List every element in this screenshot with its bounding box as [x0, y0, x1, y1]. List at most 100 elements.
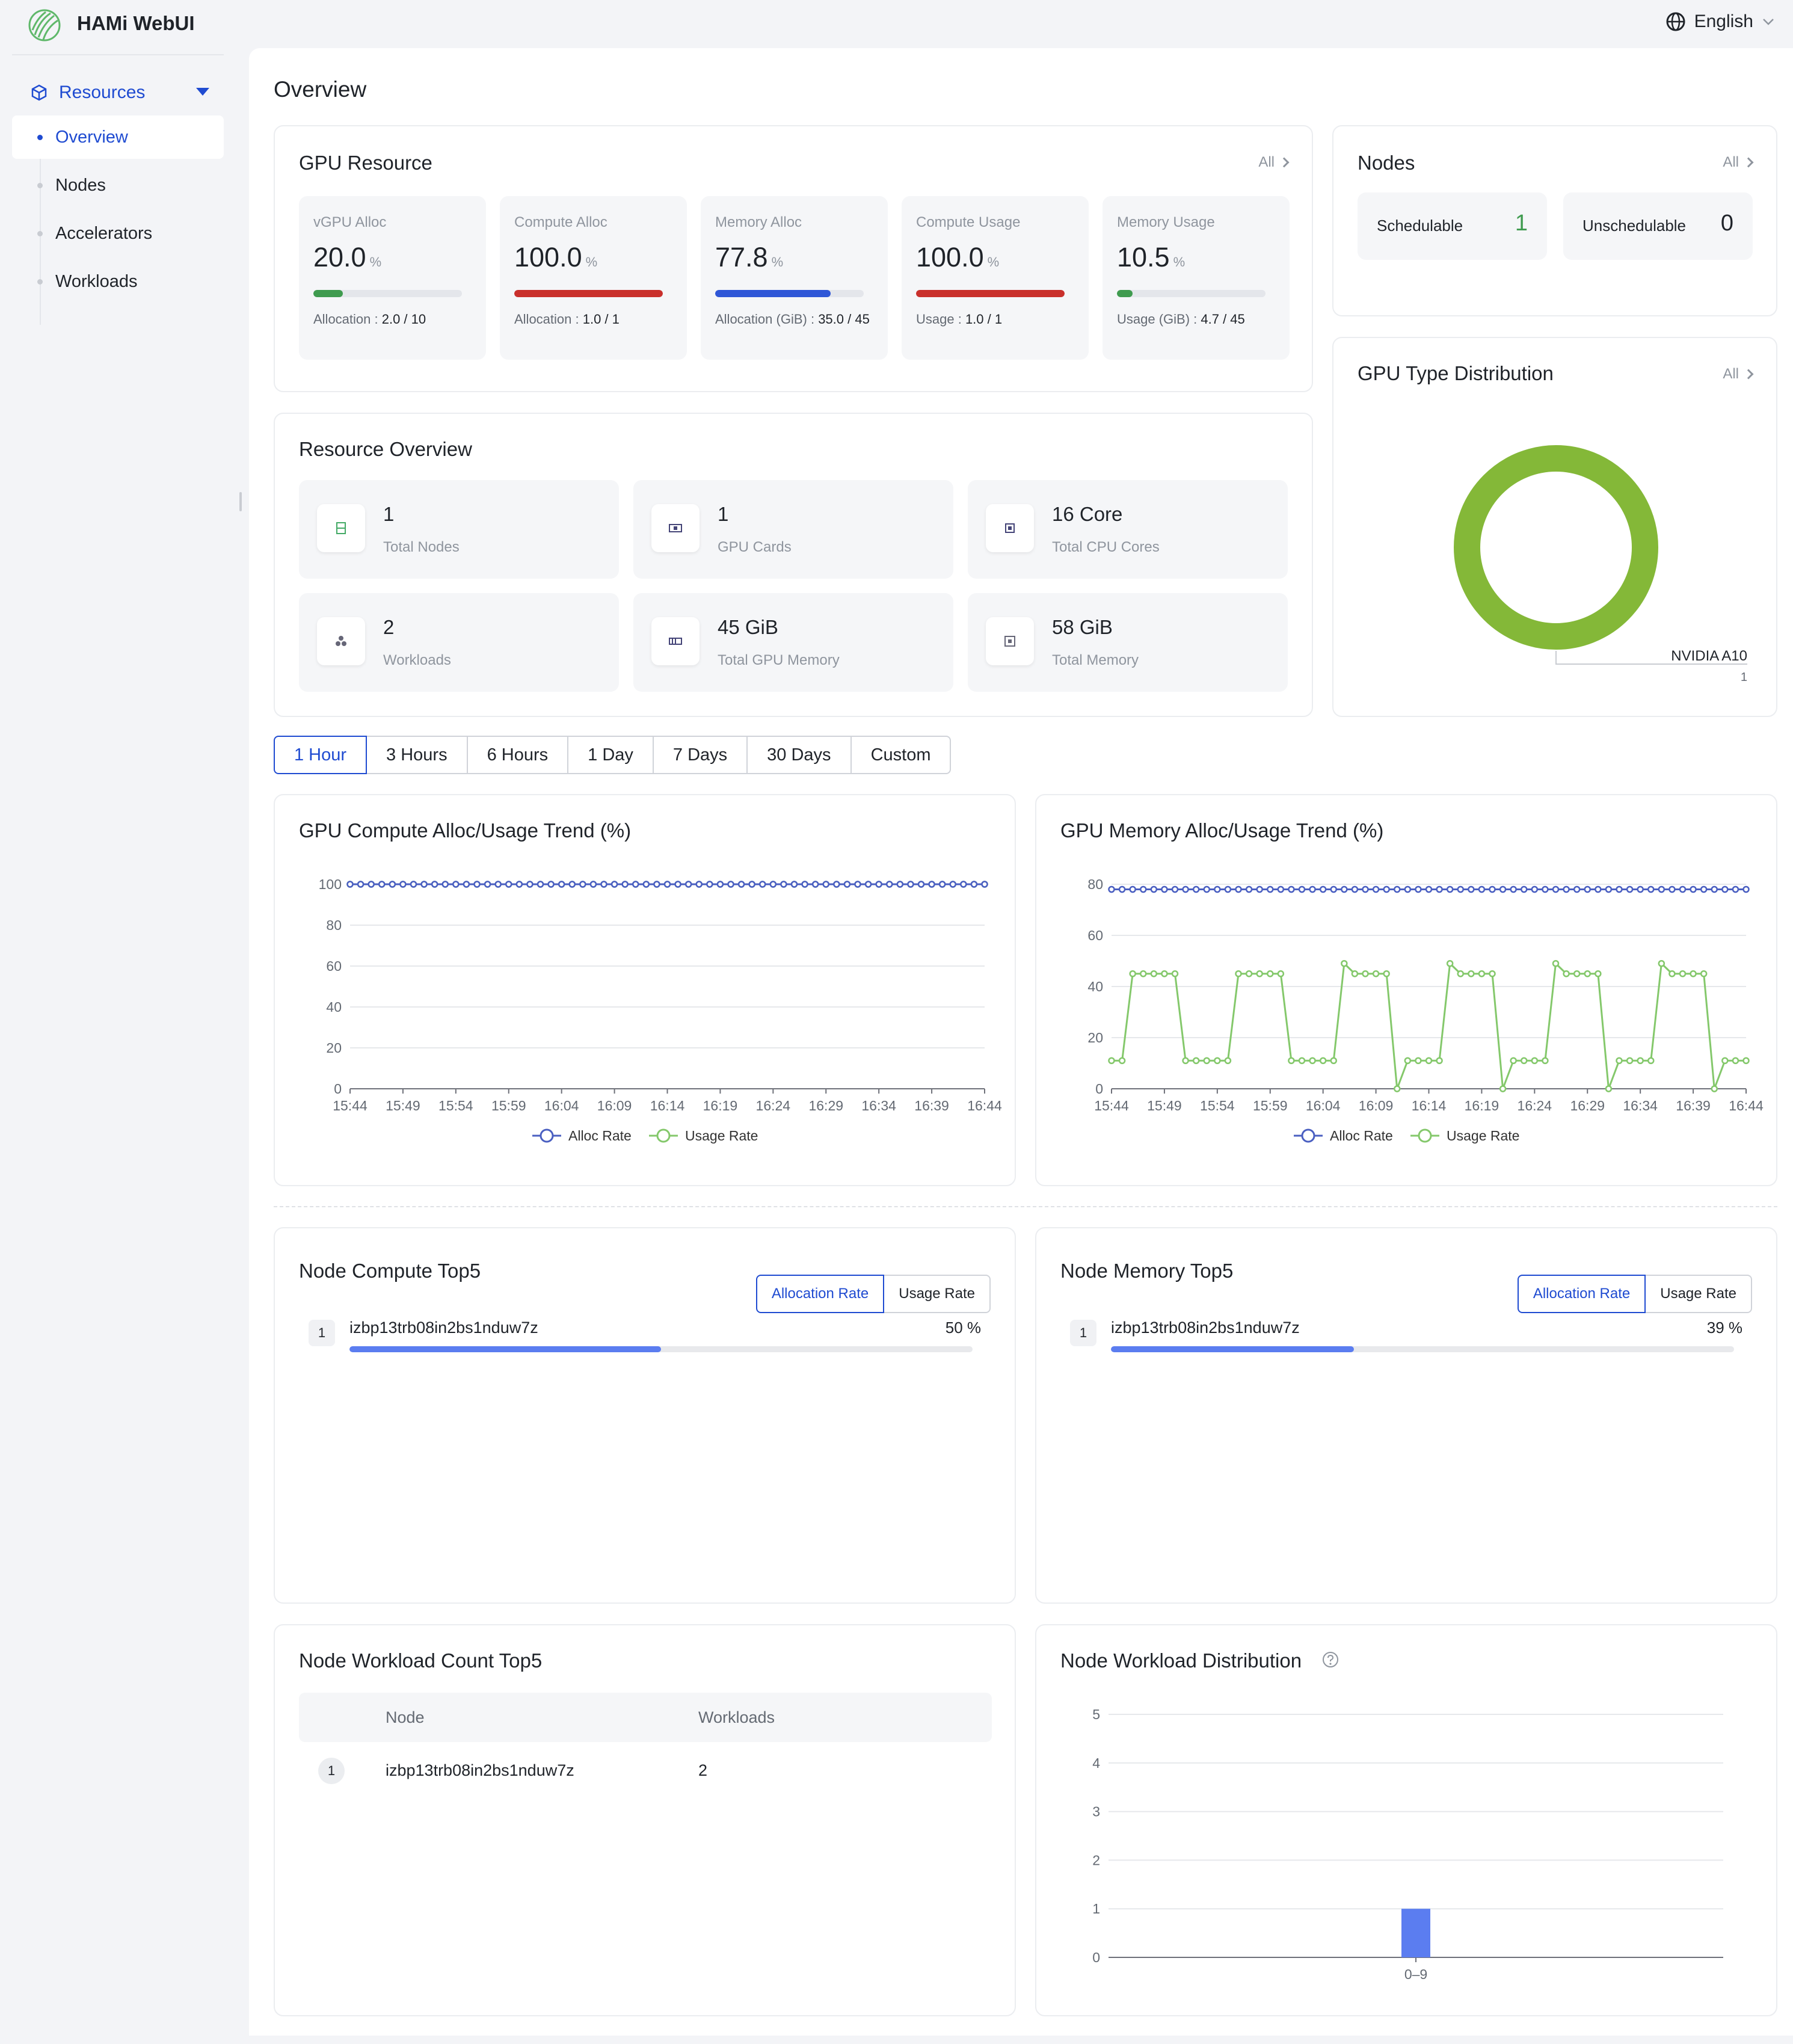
time-range-tab-custom[interactable]: Custom: [850, 736, 952, 774]
data-point[interactable]: [1203, 885, 1210, 893]
sidebar-item-nodes[interactable]: Nodes: [12, 164, 224, 207]
data-point[interactable]: [1468, 970, 1475, 977]
data-point[interactable]: [748, 881, 755, 888]
data-point[interactable]: [1415, 1057, 1422, 1064]
data-point[interactable]: [938, 881, 946, 888]
sidebar-item-workloads[interactable]: Workloads: [12, 260, 224, 303]
data-point[interactable]: [843, 881, 851, 888]
data-point[interactable]: [1298, 1057, 1306, 1064]
data-point[interactable]: [579, 881, 586, 888]
data-point[interactable]: [1319, 885, 1327, 893]
bar[interactable]: [1401, 1909, 1430, 1957]
data-point[interactable]: [1171, 970, 1179, 977]
data-point[interactable]: [1531, 885, 1539, 893]
data-point[interactable]: [1256, 970, 1263, 977]
data-point[interactable]: [1372, 970, 1380, 977]
data-point[interactable]: [1214, 1057, 1221, 1064]
data-point[interactable]: [1351, 885, 1359, 893]
data-point[interactable]: [1573, 970, 1581, 977]
data-point[interactable]: [1436, 1057, 1443, 1064]
data-point[interactable]: [357, 881, 364, 888]
data-point[interactable]: [1362, 885, 1369, 893]
data-point[interactable]: [1383, 885, 1390, 893]
allocation-rate-button[interactable]: Allocation Rate: [1517, 1275, 1646, 1313]
data-point[interactable]: [1499, 885, 1507, 893]
data-point[interactable]: [1616, 885, 1623, 893]
data-point[interactable]: [1129, 885, 1136, 893]
language-selector[interactable]: English: [1665, 8, 1775, 35]
data-point[interactable]: [663, 881, 671, 888]
node-name-link[interactable]: izbp13trb08in2bs1nduw7z: [349, 1319, 538, 1337]
data-point[interactable]: [759, 881, 766, 888]
data-point[interactable]: [1108, 1057, 1115, 1064]
data-point[interactable]: [684, 881, 692, 888]
data-point[interactable]: [1330, 885, 1337, 893]
data-point[interactable]: [1478, 970, 1486, 977]
allocation-rate-button[interactable]: Allocation Rate: [755, 1275, 885, 1313]
data-point[interactable]: [801, 881, 808, 888]
sidebar-item-overview[interactable]: Overview: [12, 115, 224, 159]
data-point[interactable]: [875, 881, 882, 888]
data-point[interactable]: [1721, 885, 1729, 893]
data-point[interactable]: [399, 881, 407, 888]
data-point[interactable]: [822, 881, 829, 888]
data-point[interactable]: [494, 881, 502, 888]
data-point[interactable]: [886, 881, 893, 888]
data-point[interactable]: [1521, 1057, 1528, 1064]
data-point[interactable]: [1595, 885, 1602, 893]
data-point[interactable]: [1171, 885, 1179, 893]
data-point[interactable]: [653, 881, 660, 888]
data-point[interactable]: [896, 881, 904, 888]
data-point[interactable]: [1161, 970, 1168, 977]
data-point[interactable]: [1118, 1057, 1126, 1064]
data-point[interactable]: [441, 881, 449, 888]
data-point[interactable]: [1394, 885, 1401, 893]
legend-label[interactable]: Usage Rate: [685, 1128, 758, 1144]
data-point[interactable]: [1245, 970, 1253, 977]
data-point[interactable]: [1499, 1085, 1507, 1092]
data-point[interactable]: [1267, 885, 1274, 893]
data-point[interactable]: [1436, 885, 1443, 893]
data-point[interactable]: [1721, 1057, 1729, 1064]
gpu-resource-all-link[interactable]: All: [1258, 154, 1290, 171]
data-point[interactable]: [568, 881, 576, 888]
data-point[interactable]: [473, 881, 481, 888]
data-point[interactable]: [1732, 1057, 1739, 1064]
data-point[interactable]: [981, 881, 988, 888]
data-point[interactable]: [1224, 885, 1232, 893]
data-point[interactable]: [727, 881, 734, 888]
data-point[interactable]: [558, 881, 565, 888]
sidebar-item-accelerators[interactable]: Accelerators: [12, 212, 224, 255]
data-point[interactable]: [1510, 885, 1517, 893]
data-point[interactable]: [1425, 885, 1433, 893]
data-point[interactable]: [1711, 885, 1718, 893]
data-point[interactable]: [1383, 970, 1390, 977]
data-point[interactable]: [420, 881, 428, 888]
data-point[interactable]: [1605, 1085, 1613, 1092]
data-point[interactable]: [1319, 1057, 1327, 1064]
data-point[interactable]: [1425, 1057, 1433, 1064]
data-point[interactable]: [706, 881, 713, 888]
data-point[interactable]: [610, 881, 618, 888]
data-point[interactable]: [1584, 885, 1591, 893]
data-point[interactable]: [695, 881, 703, 888]
data-point[interactable]: [1616, 1057, 1623, 1064]
data-point[interactable]: [928, 881, 935, 888]
data-point[interactable]: [1267, 970, 1274, 977]
data-point[interactable]: [1521, 885, 1528, 893]
data-point[interactable]: [1129, 970, 1136, 977]
data-point[interactable]: [811, 881, 819, 888]
time-range-tab-3-hours[interactable]: 3 Hours: [366, 736, 468, 774]
data-point[interactable]: [1700, 885, 1708, 893]
data-point[interactable]: [389, 881, 396, 888]
data-point[interactable]: [1647, 885, 1655, 893]
data-point[interactable]: [833, 881, 840, 888]
data-point[interactable]: [378, 881, 386, 888]
legend-label[interactable]: Alloc Rate: [568, 1128, 632, 1144]
time-range-tab-1-hour[interactable]: 1 Hour: [274, 736, 368, 774]
data-point[interactable]: [1457, 970, 1464, 977]
data-point[interactable]: [505, 881, 512, 888]
data-point[interactable]: [463, 881, 470, 888]
data-point[interactable]: [737, 881, 745, 888]
data-point[interactable]: [589, 881, 597, 888]
